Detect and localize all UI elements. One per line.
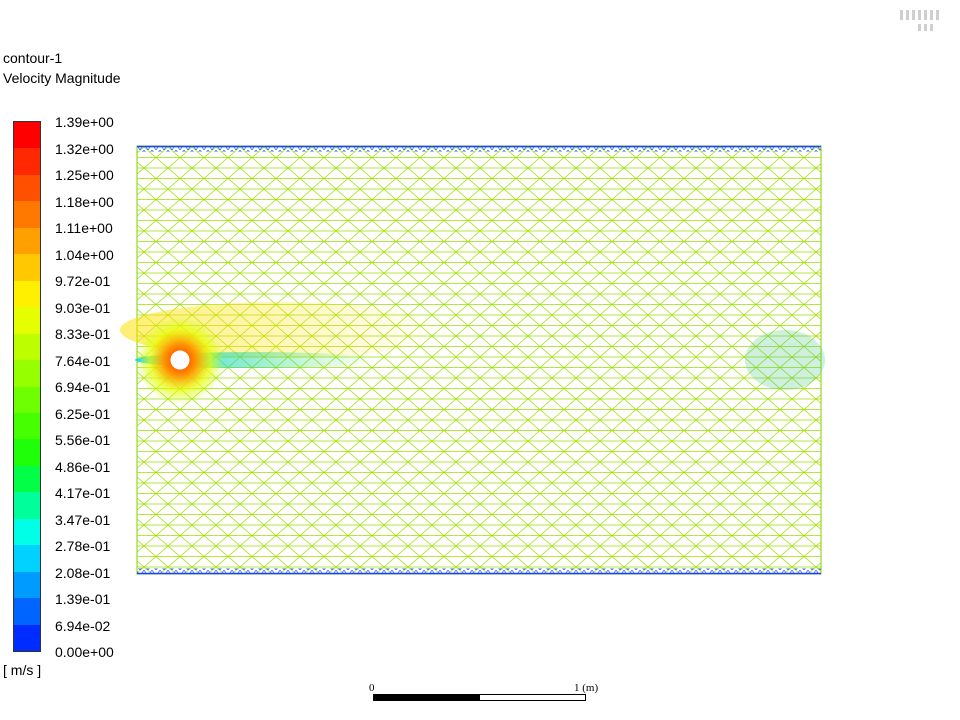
colormap-segment: [14, 333, 40, 361]
outlet-region: [745, 330, 825, 390]
contour-title: contour-1: [3, 50, 63, 66]
colormap-tick-label: 1.25e+00: [55, 167, 114, 183]
colormap-tick-label: 1.39e+00: [55, 114, 114, 130]
scale-end-label: 1 (m): [574, 682, 599, 694]
colormap-tick-label: 1.11e+00: [55, 220, 113, 236]
colormap-tick-label: 2.08e-01: [55, 564, 111, 581]
colormap-segment: [14, 360, 40, 387]
colormap-segment: [14, 492, 40, 519]
scale-bar: [373, 694, 586, 701]
colormap-segment: [14, 624, 40, 652]
colormap-tick-label: 6.94e-01: [55, 379, 111, 395]
colormap-tick-label: 0.00e+00: [55, 644, 114, 660]
colormap-segment: [14, 439, 40, 466]
colormap-tick-label: 1.04e+00: [55, 246, 114, 263]
colormap-tick-label: 9.72e-01: [55, 273, 111, 289]
colormap-tick-label: 8.33e-01: [55, 326, 111, 342]
colormap-tick-label: 6.25e-01: [55, 405, 111, 422]
bottom-wall: [137, 568, 821, 574]
colormap-tick-label: 3.47e-01: [55, 511, 111, 528]
colormap-tick-label: 4.17e-01: [55, 485, 111, 501]
colormap-segment: [14, 412, 40, 440]
scale-start-label: 0: [369, 682, 375, 694]
colormap-segment: [14, 598, 40, 625]
colormap-segment: [14, 518, 40, 546]
colormap-segment: [14, 201, 40, 228]
colormap-segment: [14, 571, 40, 599]
colormap-segment: [14, 465, 40, 493]
colormap-segment: [14, 227, 40, 255]
scale-bar-black: [374, 695, 480, 700]
scale-bar-white: [479, 695, 585, 700]
colormap-tick-label: 1.18e+00: [55, 193, 114, 210]
colormap-segment: [14, 254, 40, 281]
colormap-tick-label: 1.39e-01: [55, 591, 111, 607]
colormap-segment: [14, 307, 40, 334]
colormap-segment: [14, 174, 40, 202]
top-wall: [137, 146, 821, 152]
variable-title: Velocity Magnitude: [3, 70, 121, 86]
colormap-legend: [13, 121, 41, 652]
ansys-logo: [900, 10, 939, 31]
colormap-tick-label: 9.03e-01: [55, 299, 111, 316]
colormap-tick-label: 7.64e-01: [55, 352, 111, 369]
colormap-segment: [14, 280, 40, 308]
colormap-segment: [14, 148, 40, 175]
units-label: [ m/s ]: [3, 662, 42, 678]
colormap-tick-label: 4.86e-01: [55, 458, 111, 475]
colormap-tick-label: 5.56e-01: [55, 432, 111, 448]
cylinder-obstacle: [170, 350, 190, 370]
colormap-segment: [14, 545, 40, 572]
colormap-tick-label: 2.78e-01: [55, 538, 111, 554]
colormap-tick-label: 1.32e+00: [55, 140, 114, 157]
colormap-tick-label: 6.94e-02: [55, 617, 111, 634]
colormap-segment: [14, 122, 40, 149]
colormap-segment: [14, 386, 40, 413]
